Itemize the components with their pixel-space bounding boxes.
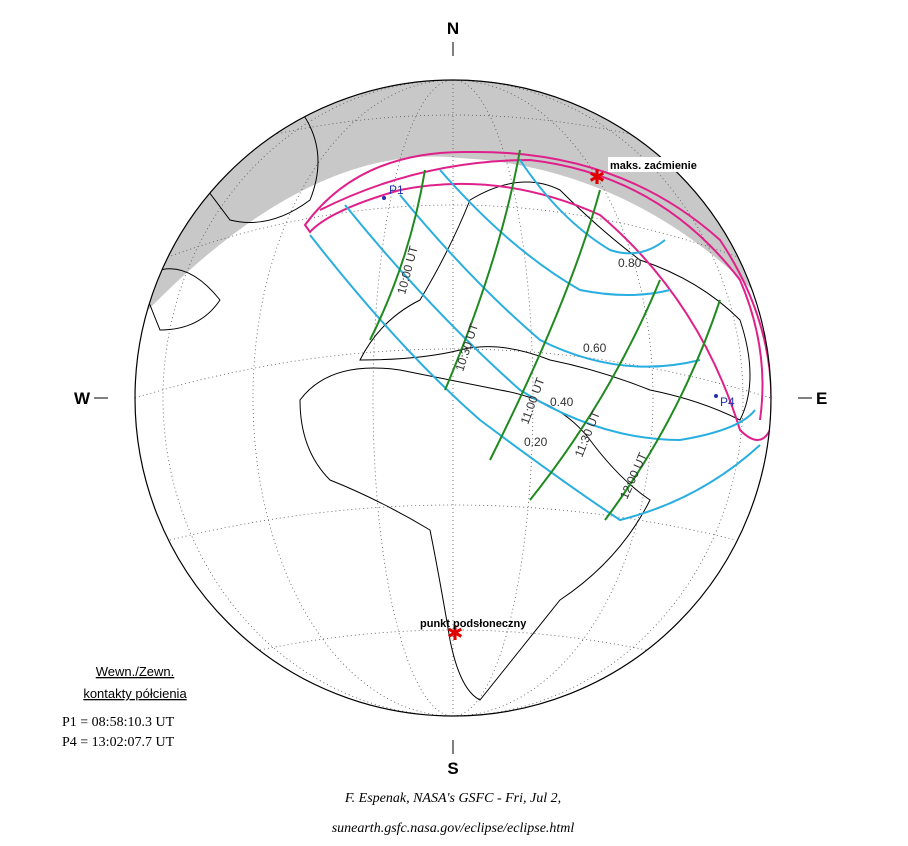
maximum-label-bg [608,157,712,172]
eclipse-curves [303,149,771,522]
subsolar-star: ✱ [447,623,464,645]
globe [135,80,771,716]
subsolar-label: punkt podsłoneczny [420,618,527,630]
magnitude-label: 0.60 [583,341,607,355]
legend-line: P1 = 08:58:10.3 UT [62,715,175,730]
globe-outline [134,79,772,717]
magnitude-label: 0.80 [618,256,642,270]
legend-subtitle: kontakty półcienia [83,686,187,701]
magnitude-label: 0.20 [524,435,548,449]
compass-east: E [816,389,827,408]
credit-url: sunearth.gsfc.nasa.gov/eclipse/eclipse.h… [332,821,575,836]
maximum-label: maks. zaćmienie [610,160,697,172]
maximum-star: ✱ [589,167,606,189]
legend-line: P4 = 13:02:07.7 UT [62,735,175,750]
magnitude-label: 0.40 [550,395,574,409]
compass-north: N [447,19,459,38]
legend-title: Wewn./Zewn. [96,664,175,679]
compass-west: W [74,389,91,408]
compass-ticks [94,42,812,754]
p4-label: P4 [720,395,735,409]
p4-point [714,394,718,398]
credit: F. Espenak, NASA's GSFC - Fri, Jul 2, [344,791,561,806]
legend: Wewn./Zewn. kontakty półcienia P1 = 08:5… [62,664,187,750]
compass-south: S [447,759,458,778]
p1-label: P1 [389,183,404,197]
p1-point [382,196,386,200]
night-shade [135,80,771,340]
